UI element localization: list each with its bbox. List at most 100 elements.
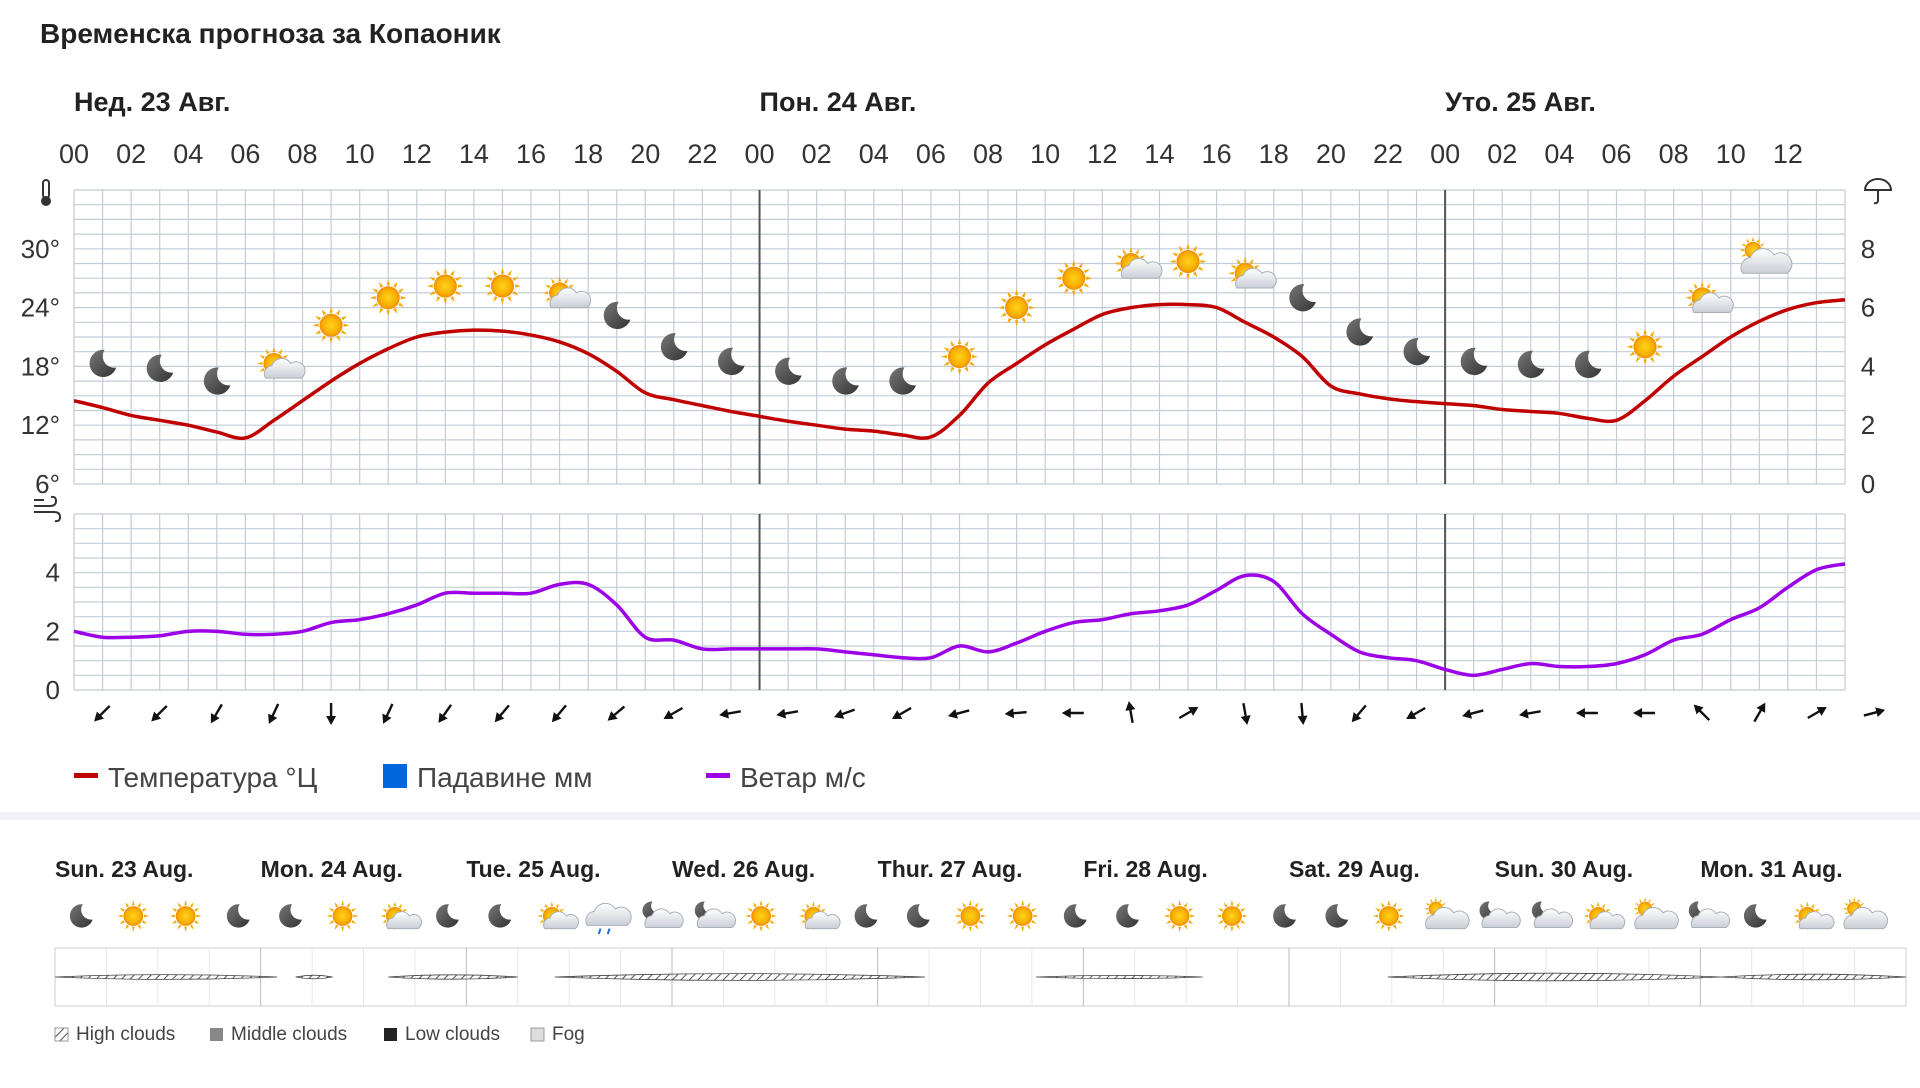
legend-temperature-swatch xyxy=(74,773,98,778)
legend-temperature-label: Температура °Ц xyxy=(108,762,318,793)
middle-clouds-swatch xyxy=(210,1028,223,1041)
sun-icon xyxy=(1055,259,1093,297)
moon-cloud-icon xyxy=(1479,901,1521,929)
low-clouds-label: Low clouds xyxy=(405,1024,500,1045)
wind-arrow-icon xyxy=(1518,708,1541,719)
wind-arrow-icon xyxy=(1297,702,1308,725)
moon-icon xyxy=(660,333,688,361)
cloud-band xyxy=(54,974,278,980)
sun-icon xyxy=(941,338,978,376)
temperature-tick: 6° xyxy=(35,469,60,499)
moon-icon xyxy=(488,904,512,928)
sun-icon xyxy=(312,306,350,344)
legend-wind-swatch xyxy=(706,773,730,778)
meteogram-chart: Нед. 23 Авг. Пон. 24 Авг. Уто. 25 Авг. 00 0… xyxy=(21,87,1893,793)
wind-arrow-icon xyxy=(663,706,684,719)
cloud-sun-icon xyxy=(1633,897,1679,930)
hour-label: 14 xyxy=(1144,139,1174,169)
moon-cloud-icon xyxy=(1688,901,1730,929)
moon-icon xyxy=(889,367,917,395)
hour-label: 22 xyxy=(1373,139,1403,169)
weekly-overview-chart: Sun. 23 Aug. Mon. 24 Aug. Tue. 25 Aug. Wed.… xyxy=(54,856,1907,1045)
hour-label: 12 xyxy=(1773,139,1803,169)
cloud-band xyxy=(554,973,925,981)
weekly-day-label: Mon. 24 Aug. xyxy=(261,856,403,882)
moon-icon xyxy=(1743,904,1767,928)
temperature-tick: 18° xyxy=(21,351,60,381)
cloud-cover-strip xyxy=(54,947,1907,1007)
hour-label: 20 xyxy=(1316,139,1346,169)
moon-cloud-icon xyxy=(1531,901,1574,929)
wind-arrow-icon xyxy=(151,705,168,722)
cloud-band xyxy=(388,974,518,980)
weekly-day-label: Sun. 30 Aug. xyxy=(1495,856,1633,882)
sun-cloud-icon xyxy=(1228,256,1277,291)
hour-label: 12 xyxy=(402,139,432,169)
hour-label: 14 xyxy=(459,139,489,169)
hour-label: 08 xyxy=(287,139,317,169)
wind-arrow-icon xyxy=(551,704,567,723)
sun-icon xyxy=(369,279,407,317)
hour-label: 00 xyxy=(59,139,89,169)
middle-clouds-label: Middle clouds xyxy=(231,1024,347,1045)
day-label: Уто. 25 Авг. xyxy=(1445,87,1596,117)
wind-arrow-icon xyxy=(1061,708,1084,718)
wind-arrow-icon xyxy=(382,703,394,724)
sun-icon xyxy=(1163,900,1196,932)
weekly-overview-panel: Sun. 23 Aug. Mon. 24 Aug. Tue. 25 Aug. Wed.… xyxy=(0,812,1920,1088)
moon-icon xyxy=(146,354,174,382)
weather-icons xyxy=(89,236,1793,395)
day-label: Пон. 24 Авг. xyxy=(760,87,917,117)
sun-icon xyxy=(117,900,150,932)
precipitation-tick: 0 xyxy=(1861,469,1875,499)
hour-label: 20 xyxy=(630,139,660,169)
axis-icons xyxy=(34,178,1893,523)
wind-arrow-icon xyxy=(1004,708,1027,719)
day-label: Нед. 23 Авг. xyxy=(74,87,230,117)
sun-icon xyxy=(1373,900,1405,932)
wind-tick: 2 xyxy=(46,616,60,646)
sun-icon xyxy=(745,900,777,932)
moon-icon xyxy=(906,904,930,928)
moon-cloud-icon xyxy=(694,901,737,929)
umbrella-icon xyxy=(1863,178,1893,205)
wind-arrow-icon xyxy=(1693,704,1711,721)
sun-icon xyxy=(1216,900,1248,932)
sun-cloud-icon xyxy=(1114,246,1163,281)
hour-label: 08 xyxy=(1659,139,1689,169)
low-clouds-swatch xyxy=(384,1028,397,1041)
weekly-day-label: Tue. 25 Aug. xyxy=(466,856,600,882)
wind-icon xyxy=(34,495,62,523)
moon-icon xyxy=(1116,904,1139,928)
sun-cloud-icon xyxy=(1685,281,1734,315)
moon-icon xyxy=(832,367,859,395)
hour-label: 04 xyxy=(173,139,203,169)
sun-icon xyxy=(954,900,987,932)
wind-axis: 0 2 4 xyxy=(46,558,60,705)
cloud-legend: High clouds Middle clouds Low clouds Fog xyxy=(54,1024,585,1045)
moon-icon xyxy=(203,367,231,395)
weekly-day-label: Fri. 28 Aug. xyxy=(1083,856,1207,882)
wind-tick: 0 xyxy=(46,675,60,705)
hour-label: 06 xyxy=(916,139,946,169)
weekly-day-label: Mon. 31 Aug. xyxy=(1700,856,1842,882)
sun-icon xyxy=(426,267,464,305)
wind-arrow-icon xyxy=(494,704,510,723)
weekly-day-label: Sat. 29 Aug. xyxy=(1289,856,1420,882)
hour-label: 16 xyxy=(1202,139,1232,169)
moon-icon xyxy=(69,904,93,928)
hour-label: 16 xyxy=(516,139,546,169)
wind-arrow-icon xyxy=(607,705,626,721)
moon-cloud-icon xyxy=(642,901,684,929)
sun-cloud-icon xyxy=(380,901,422,931)
fog-swatch xyxy=(530,1027,545,1042)
moon-icon xyxy=(1289,284,1316,312)
wind-arrow-icon xyxy=(891,706,912,719)
temperature-tick: 12° xyxy=(21,410,60,440)
sun-cloud-icon xyxy=(799,901,841,931)
wind-arrow-icon xyxy=(326,703,337,725)
temperature-tick: 24° xyxy=(21,293,60,323)
temperature-line xyxy=(73,298,1846,441)
wind-arrow-icon xyxy=(1240,702,1251,725)
wind-arrow-icon xyxy=(947,708,970,719)
